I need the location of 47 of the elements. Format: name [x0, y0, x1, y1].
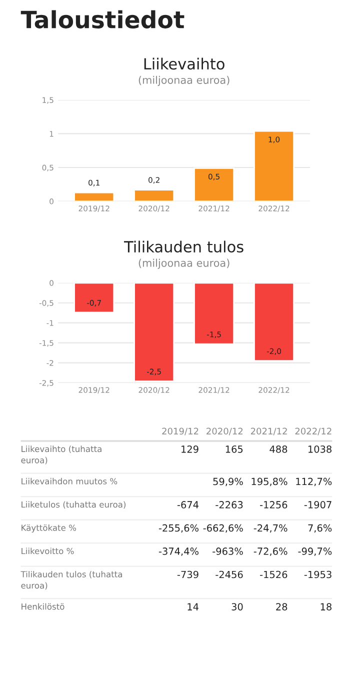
category-label: Liikevoitto % [22, 548, 74, 554]
category-label: Tilikauden tulos (tuhatta euroa) [20, 570, 122, 590]
text: -99,7% [298, 548, 332, 556]
category-label: 2020/12 [206, 428, 243, 436]
category-label: 2022/12 [295, 428, 332, 436]
bar [74, 192, 115, 202]
text: -2456 [216, 570, 243, 578]
chart-subtitle: (miljoonaa euroa) [138, 258, 230, 269]
text: -24,7% [254, 524, 288, 533]
text: 165 [226, 445, 243, 453]
category-label: 2019/12 [162, 428, 198, 436]
text: -963% [212, 548, 243, 555]
text: -255,6% [158, 524, 198, 533]
text: 28 [276, 603, 288, 610]
text: -374,4% [158, 548, 198, 556]
text: 129 [182, 445, 198, 453]
text: 195,8% [252, 478, 288, 486]
text: -72,6% [254, 548, 288, 556]
chart-title: Tilikauden tulos [124, 240, 244, 253]
text: -2263 [216, 501, 243, 508]
text: 59,9% [213, 478, 243, 486]
chart-subtitle: (miljoonaa euroa) [138, 76, 230, 86]
text: 18 [320, 603, 332, 610]
text: 112,7% [296, 478, 332, 486]
text: -1907 [304, 501, 332, 508]
text: 1038 [308, 445, 332, 453]
chart-title: Liikevaihto [144, 58, 224, 70]
text: -662,6% [203, 524, 243, 533]
category-label: Liiketulos (tuhatta euroa) [22, 501, 126, 509]
text: 14 [188, 603, 198, 610]
text: -1953 [304, 570, 332, 578]
category-label: Henkilöstö [22, 603, 64, 610]
bar [194, 167, 235, 202]
bar [134, 189, 175, 202]
text: 30 [232, 603, 243, 610]
category-label: Liikevaihto (tuhatta euroa) [21, 446, 102, 464]
category-label: Käyttökate % [22, 524, 76, 533]
bar [254, 130, 295, 202]
category-label: 2021/12 [250, 428, 287, 436]
text: -674 [177, 501, 198, 508]
text: 7,6% [308, 524, 332, 533]
text: 488 [270, 445, 288, 453]
text: -1256 [260, 501, 288, 508]
text: Taloustiedot [20, 10, 184, 28]
text: -1526 [260, 570, 288, 578]
text: -739 [177, 570, 198, 578]
category-label: Liikevaihdon muutos % [22, 478, 118, 484]
